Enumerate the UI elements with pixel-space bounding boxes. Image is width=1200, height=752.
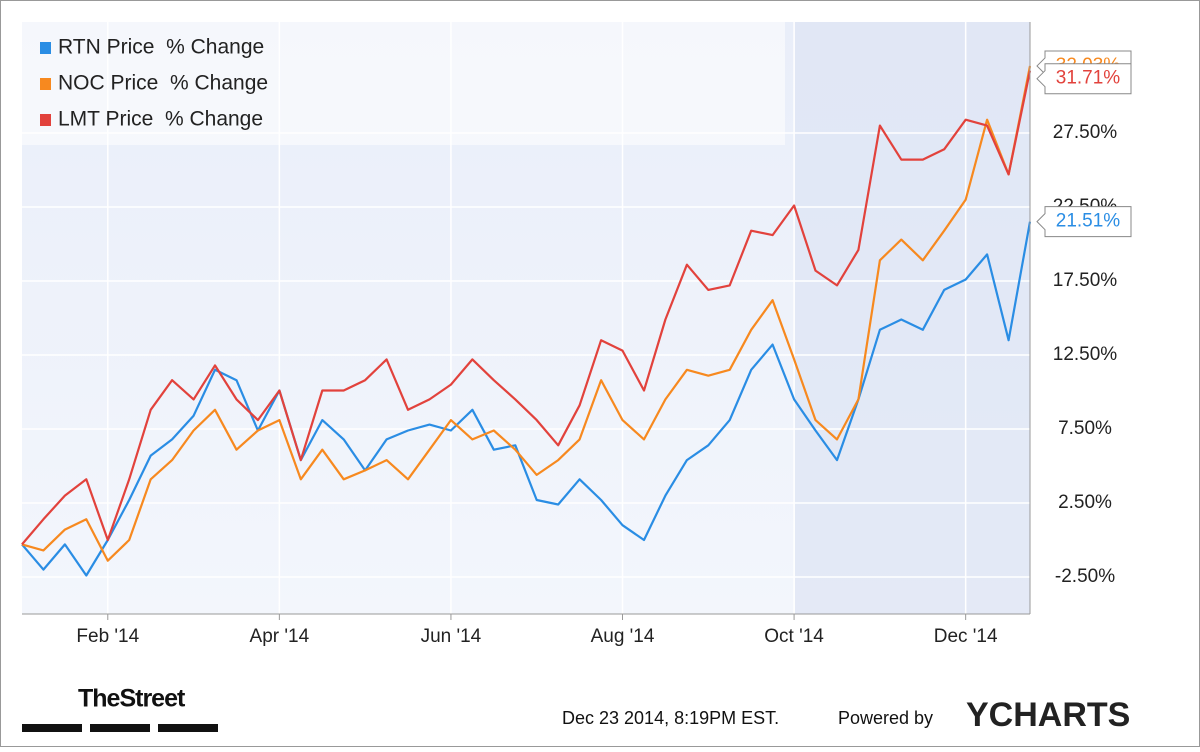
value-label-box: [1036, 63, 1132, 95]
y-tick-label: 2.50%: [1058, 492, 1112, 513]
ycharts-logo: YCHARTS: [966, 696, 1130, 734]
value-label: 21.51%: [1056, 211, 1121, 232]
x-tick-label: Dec '14: [934, 626, 998, 647]
timestamp: Dec 23 2014, 8:19PM EST.: [562, 708, 779, 728]
legend-swatch: [40, 42, 51, 54]
x-tick-label: Aug '14: [591, 626, 655, 647]
line-series: [21, 65, 1032, 562]
legend-swatch: [40, 114, 51, 126]
line-series: [21, 70, 1032, 546]
legend-swatch: [40, 78, 51, 90]
brand-bar: [22, 724, 82, 732]
x-tick-label: Oct '14: [764, 626, 824, 647]
x-tick-label: Apr '14: [250, 626, 310, 647]
legend-box: [22, 22, 785, 145]
y-tick-label: -2.50%: [1055, 566, 1115, 587]
legend-label: LMT Price % Change: [58, 108, 263, 131]
brand: TheStreet: [78, 685, 186, 713]
highlight-band: [795, 22, 1030, 614]
brand-bar: [158, 724, 218, 732]
value-label: 31.71%: [1056, 68, 1121, 89]
x-tick-label: Jun '14: [421, 626, 482, 647]
y-tick-label: 17.50%: [1053, 270, 1118, 291]
line-series: [21, 221, 1032, 577]
y-tick-label: 27.50%: [1053, 122, 1118, 143]
legend-label: NOC Price % Change: [58, 72, 268, 95]
value-label-box: [1036, 206, 1132, 238]
powered-by: Powered by: [838, 708, 933, 728]
x-tick-label: Feb '14: [76, 626, 139, 647]
legend-label: RTN Price % Change: [58, 36, 264, 59]
y-tick-label: 12.50%: [1053, 344, 1118, 365]
brand-bar: [90, 724, 150, 732]
y-tick-label: 7.50%: [1058, 418, 1112, 439]
